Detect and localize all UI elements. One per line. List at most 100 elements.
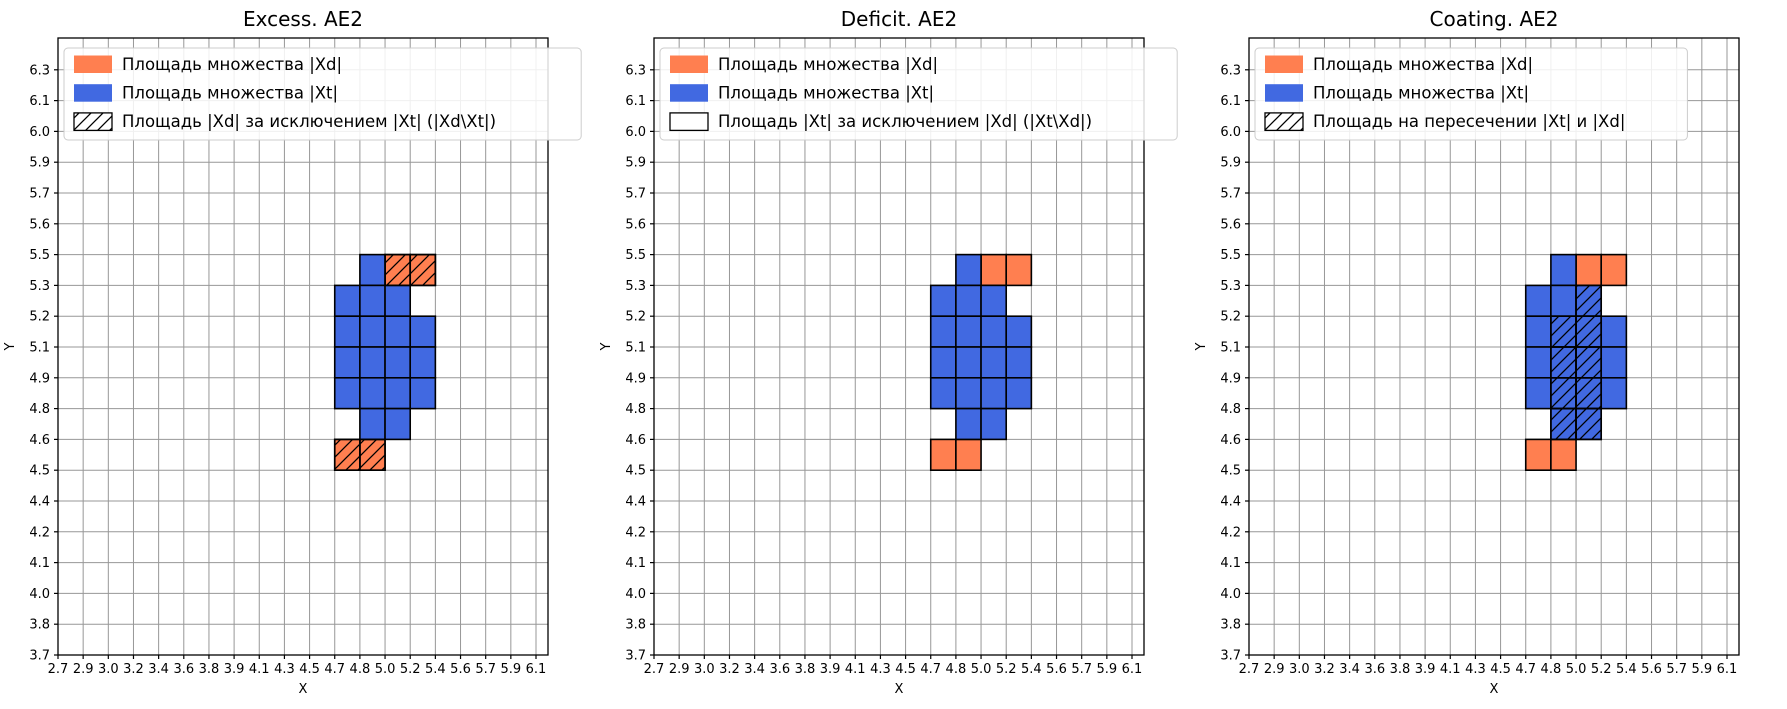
y-tick-label: 5.1 xyxy=(1221,341,1242,356)
x-tick-label: 4.7 xyxy=(324,662,345,677)
cell-xd xyxy=(1550,438,1578,471)
y-tick-label: 4.0 xyxy=(29,587,50,602)
x-tick-label: 5.6 xyxy=(450,662,471,677)
cell-xt xyxy=(929,376,957,410)
y-tick-label: 4.6 xyxy=(1221,433,1242,448)
subplot-title: Deficit. AE2 xyxy=(840,7,956,31)
x-tick-label: 4.1 xyxy=(249,662,270,677)
cell-xt xyxy=(409,346,437,379)
cells-layer xyxy=(333,253,437,471)
x-tick-label: 4.5 xyxy=(299,662,320,677)
cell-xt xyxy=(954,253,982,287)
x-tick-label: 3.6 xyxy=(1365,662,1386,677)
cell-xt xyxy=(384,284,412,317)
x-tick-label: 4.5 xyxy=(895,662,916,677)
legend-swatch-orange xyxy=(1265,55,1304,73)
cell-xt xyxy=(333,346,361,379)
cell-xt xyxy=(359,253,386,287)
x-tick-label: 5.9 xyxy=(1096,662,1117,677)
y-tick-label: 4.9 xyxy=(625,371,646,386)
y-tick-label: 4.9 xyxy=(1221,371,1242,386)
y-tick-label: 6.0 xyxy=(625,125,646,140)
x-axis-label: X xyxy=(299,682,308,697)
cell-xt xyxy=(954,346,982,379)
legend-label: Площадь множества |Xd| xyxy=(1313,55,1533,74)
x-tick-label: 5.9 xyxy=(1692,662,1713,677)
y-tick-label: 6.1 xyxy=(1221,94,1242,109)
cell-hatched xyxy=(1575,376,1603,410)
x-tick-label: 6.1 xyxy=(1121,662,1142,677)
legend-swatch-blue xyxy=(1265,84,1304,102)
y-tick-label: 5.7 xyxy=(625,187,646,202)
legend: Площадь множества |Xd| Площадь множества … xyxy=(1254,47,1689,141)
x-tick-label: 3.4 xyxy=(1340,662,1361,677)
x-tick-label: 3.8 xyxy=(199,662,220,677)
x-tick-label: 5.2 xyxy=(400,662,421,677)
x-tick-label: 3.6 xyxy=(173,662,194,677)
cell-xt xyxy=(333,315,361,348)
y-tick-label: 4.2 xyxy=(625,525,646,540)
y-tick-label: 5.9 xyxy=(1221,156,1242,171)
cells-layer xyxy=(929,253,1032,471)
cell-xt xyxy=(954,315,982,348)
x-tick-label: 3.6 xyxy=(769,662,790,677)
tick-labels: 2.7 2.9 3.0 3.2 3.4 3.6 3.8 3.9 4.1 4.3 4.5 4.7 4.8 5… xyxy=(1221,63,1738,677)
cell-xt xyxy=(954,284,982,317)
y-tick-label: 4.4 xyxy=(625,495,646,510)
x-tick-label: 3.4 xyxy=(148,662,169,677)
cell-hatched xyxy=(1550,376,1578,410)
x-tick-label: 5.9 xyxy=(500,662,521,677)
cell-xt xyxy=(333,284,361,317)
x-tick-label: 2.7 xyxy=(48,662,69,677)
x-tick-label: 5.7 xyxy=(1667,662,1688,677)
y-tick-label: 4.5 xyxy=(1221,464,1242,479)
cell-hatched xyxy=(1550,407,1578,441)
x-tick-label: 2.9 xyxy=(73,662,94,677)
x-tick-label: 4.1 xyxy=(845,662,866,677)
y-tick-label: 5.3 xyxy=(29,279,50,294)
y-tick-label: 3.7 xyxy=(625,649,646,664)
y-tick-label: 5.2 xyxy=(625,310,646,325)
y-tick-label: 5.6 xyxy=(625,217,646,232)
y-tick-label: 6.3 xyxy=(29,63,50,78)
cell-hatched xyxy=(1575,346,1603,379)
cell-xt xyxy=(1600,315,1628,348)
subplot-excess-ae2: 2.7 2.9 3.0 3.2 3.4 3.6 3.8 3.9 4.1 4.3 4.5 4.7 4.8 5… xyxy=(0,0,597,709)
cell-xt xyxy=(979,407,1007,441)
cell-xd xyxy=(1525,438,1553,471)
cell-hatched xyxy=(1575,315,1603,348)
y-tick-label: 4.2 xyxy=(29,525,50,540)
legend-label: Площадь множества |Xt| xyxy=(122,84,338,103)
legend-swatch-orange xyxy=(74,55,112,73)
x-axis-label: X xyxy=(1490,682,1499,697)
x-tick-label: 5.2 xyxy=(996,662,1017,677)
cell-xt xyxy=(929,346,957,379)
y-tick-label: 5.7 xyxy=(29,187,50,202)
y-tick-label: 5.3 xyxy=(1221,279,1242,294)
chart-svg-0: 2.7 2.9 3.0 3.2 3.4 3.6 3.8 3.9 4.1 4.3 4.5 4.7 4.8 5… xyxy=(3,7,582,697)
y-tick-label: 4.0 xyxy=(1221,587,1242,602)
x-tick-label: 4.3 xyxy=(870,662,891,677)
cell-xt xyxy=(954,407,982,441)
cell-xt xyxy=(929,315,957,348)
legend: Площадь множества |Xd| Площадь множества … xyxy=(659,47,1178,141)
cell-xt xyxy=(1525,376,1553,410)
y-axis-label: Y xyxy=(1194,342,1209,351)
x-tick-label: 3.9 xyxy=(1415,662,1436,677)
x-tick-label: 3.0 xyxy=(1289,662,1310,677)
cell-xt xyxy=(979,376,1007,410)
y-axis-label: Y xyxy=(599,342,614,351)
cell-xt xyxy=(359,315,386,348)
cell-hatched xyxy=(1550,315,1578,348)
x-tick-label: 2.9 xyxy=(1264,662,1285,677)
x-tick-label: 2.9 xyxy=(668,662,689,677)
cell-hatched xyxy=(1575,284,1603,317)
x-tick-label: 6.1 xyxy=(526,662,547,677)
cell-xt xyxy=(1005,346,1032,379)
cell-xt xyxy=(384,376,412,410)
cells-layer xyxy=(1525,253,1628,471)
y-tick-label: 3.8 xyxy=(1221,618,1242,633)
cell-hatched xyxy=(333,438,361,471)
x-tick-label: 4.8 xyxy=(945,662,966,677)
x-tick-label: 4.5 xyxy=(1491,662,1512,677)
